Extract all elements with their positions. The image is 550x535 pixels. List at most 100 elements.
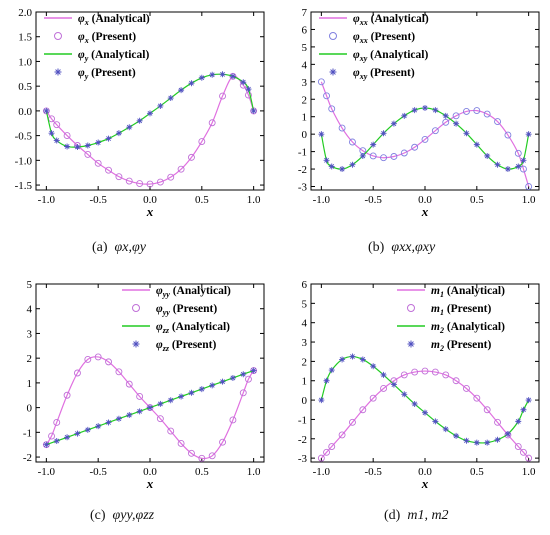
data-point-star (380, 130, 387, 137)
legend-label: φxx (Analytical) (353, 13, 429, 27)
data-point-circle (400, 371, 408, 379)
x-tick-label: 1.0 (522, 194, 536, 206)
y-tick-label: 0.0 (18, 106, 32, 118)
x-tick-label: 0.5 (195, 466, 209, 478)
data-point-star (515, 418, 522, 425)
x-tick-label: 1.0 (247, 466, 261, 478)
caption-c-tag: (c) (90, 508, 106, 523)
data-point-circle (84, 150, 92, 158)
y-tick-label: 0.5 (18, 81, 32, 93)
data-point-star (442, 112, 449, 119)
y-tick-label: 4 (302, 59, 308, 71)
y-tick-label: 1 (302, 112, 308, 124)
data-point-circle (328, 105, 336, 113)
data-point-star (422, 104, 428, 111)
data-point-star (147, 404, 153, 411)
data-point-circle (94, 353, 102, 361)
data-point-star (64, 434, 71, 441)
data-point-circle (442, 118, 450, 126)
data-point-circle (74, 369, 81, 377)
legend-swatch-star (132, 340, 140, 348)
caption-a-text: φx,φy (114, 240, 146, 255)
plot-frame (35, 283, 265, 463)
y-tick-label: -2 (298, 434, 307, 446)
x-axis-label: x (421, 476, 429, 491)
data-point-circle (431, 368, 439, 376)
legend-label: φx (Present) (78, 31, 136, 45)
data-point-star (147, 110, 153, 117)
data-point-star (240, 79, 247, 86)
data-point-circle (494, 118, 501, 126)
data-point-circle (115, 173, 123, 181)
data-point-circle (514, 149, 522, 157)
data-point-star (188, 80, 195, 87)
data-point-star (370, 141, 377, 148)
data-point-star (318, 397, 325, 404)
legend-label: m2 (Analytical) (431, 321, 505, 335)
data-point-star (53, 137, 60, 144)
data-point-star (157, 102, 164, 109)
x-tick-label: -1.0 (313, 466, 331, 478)
plot-area (42, 353, 258, 462)
data-point-star (209, 71, 216, 78)
data-point-circle (411, 143, 419, 151)
data-point-circle (188, 449, 195, 457)
legend-label: φyy (Present) (156, 303, 217, 317)
data-point-star (318, 131, 325, 138)
data-point-star (323, 157, 330, 164)
data-point-circle (125, 380, 133, 388)
x-tick-label: -1.0 (38, 194, 56, 206)
x-tick-label: -1.0 (313, 194, 331, 206)
caption-b-text: φxx,φxy (391, 240, 436, 255)
data-point-circle (463, 108, 470, 115)
data-point-star (463, 130, 470, 137)
data-point-star (245, 86, 252, 93)
data-point-circle (125, 177, 133, 185)
plot-area (317, 353, 533, 462)
data-point-star (178, 393, 185, 400)
caption-b-tag: (b) (368, 240, 385, 255)
x-tick-label: 0.0 (143, 194, 157, 206)
data-point-star (95, 423, 102, 430)
data-point-star (95, 139, 102, 146)
data-point-star (136, 117, 143, 124)
y-tick-label: 1.5 (18, 32, 32, 44)
data-point-circle (473, 394, 481, 402)
x-tick-label: 0.5 (470, 194, 484, 206)
y-tick-label: -1 (298, 414, 307, 426)
y-tick-label: 4 (27, 304, 33, 316)
caption-d-text: m1, m2 (407, 508, 449, 523)
data-point-circle (177, 165, 185, 173)
series-line-1 (320, 370, 530, 459)
data-point-circle (229, 416, 237, 424)
data-point-star (422, 409, 428, 416)
y-tick-label: 3 (302, 337, 308, 349)
data-point-star (504, 166, 511, 173)
data-point-star (380, 371, 387, 378)
data-point-star (64, 143, 71, 150)
data-point-star (157, 400, 164, 407)
data-point-star (126, 412, 133, 419)
y-tick-label: -2 (298, 164, 307, 176)
plot-frame (310, 11, 540, 191)
data-point-star (349, 353, 356, 360)
data-point-star (504, 430, 511, 437)
x-tick-label: -0.5 (364, 466, 382, 478)
y-tick-label: -1 (298, 147, 307, 159)
data-point-circle (328, 443, 336, 450)
y-tick-label: -0.5 (15, 131, 33, 143)
plot-frame (35, 11, 265, 191)
data-point-circle (219, 92, 226, 100)
y-tick-label: 4 (302, 318, 308, 330)
x-tick-label: -0.5 (89, 466, 107, 478)
legend-swatch-circle (54, 32, 62, 40)
data-point-circle (53, 418, 61, 426)
data-point-circle (520, 165, 527, 173)
plot-area (42, 71, 258, 188)
data-point-circle (483, 406, 491, 414)
x-axis-label: x (146, 204, 154, 219)
y-tick-label: 2 (302, 356, 308, 368)
data-point-circle (115, 368, 123, 376)
data-point-circle (452, 112, 460, 120)
data-point-circle (463, 385, 470, 392)
